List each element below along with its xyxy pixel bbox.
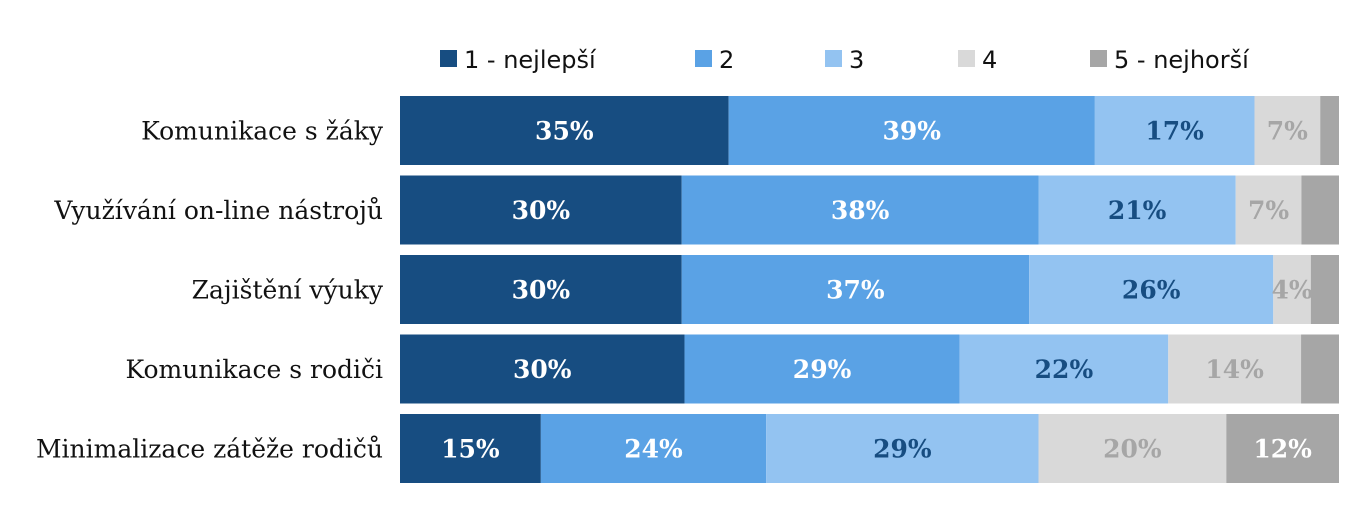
bar-segment-row5-series4: [1038, 414, 1227, 483]
bar-segment-row3-series4: [1273, 255, 1311, 324]
legend-swatch-3: [825, 50, 842, 67]
bar-segment-row3-series1: [400, 255, 682, 324]
legend-swatch-5: [1090, 50, 1107, 67]
bar-segment-row5-series3: [766, 414, 1039, 483]
bar-segment-row5-series2: [540, 414, 767, 483]
bar-segment-row4-series1: [400, 334, 685, 404]
bar-segment-row5-series1: [400, 414, 541, 483]
data-label-row5-series3: 29%: [873, 435, 932, 464]
category-label-5: Minimalizace zátěže rodičů: [36, 435, 383, 464]
bar-segment-row4-series5: [1301, 334, 1339, 404]
bar-segment-row4-series2: [684, 334, 960, 404]
category-labels: Komunikace s žáky Využívání on-line nástr…: [36, 117, 384, 464]
legend-label-1: 1 - nejlepší: [464, 46, 597, 74]
data-label-row4-series1: 30%: [513, 355, 572, 384]
bar-segment-row2-series3: [1038, 175, 1236, 245]
data-label-row2-series1: 30%: [512, 196, 571, 225]
data-label-row2-series4: 7%: [1248, 196, 1289, 225]
legend-swatch-1: [440, 50, 457, 67]
data-label-row3-series3: 26%: [1122, 276, 1181, 305]
data-label-row3-series4: 4%: [1271, 276, 1312, 305]
data-label-row4-series3: 22%: [1035, 355, 1094, 384]
bar-segment-row2-series2: [681, 175, 1039, 245]
bar-segment-row1-series2: [728, 96, 1095, 165]
bar-segment-row3-series5: [1310, 255, 1339, 324]
bar-segment-row1-series1: [400, 96, 729, 165]
bar-segment-row2-series4: [1235, 175, 1302, 245]
legend-swatch-4: [958, 50, 975, 67]
legend-label-5: 5 - nejhorší: [1114, 46, 1250, 74]
bar-segment-row5-series5: [1226, 414, 1339, 483]
data-label-row5-series2: 24%: [624, 435, 683, 464]
bar-segment-row4-series3: [959, 334, 1169, 404]
bar-segment-row2-series1: [400, 175, 682, 245]
bar-segment-row1-series5: [1320, 96, 1339, 165]
legend-label-2: 2: [719, 46, 734, 74]
bar-segment-row1-series3: [1094, 96, 1255, 165]
data-label-row2-series2: 38%: [831, 196, 890, 225]
data-label-row5-series4: 20%: [1103, 435, 1162, 464]
bar-segment-row4-series4: [1168, 334, 1302, 404]
data-label-row4-series2: 29%: [793, 355, 852, 384]
bars: 35% 39% 17% 7% 30% 38% 21% 7% 30% 37% 26% 4% 30% 29% 2…: [400, 96, 1339, 483]
data-label-row3-series1: 30%: [512, 276, 571, 305]
data-label-row4-series4: 14%: [1205, 355, 1264, 384]
data-label-row1-series1: 35%: [535, 117, 594, 146]
bar-segment-row3-series2: [681, 255, 1030, 324]
category-label-2: Využívání on-line nástrojů: [53, 196, 383, 225]
data-label-row2-series3: 21%: [1108, 196, 1167, 225]
data-label-row5-series5: 12%: [1253, 435, 1312, 464]
bar-segment-row1-series4: [1254, 96, 1321, 165]
data-label-row1-series3: 17%: [1145, 117, 1204, 146]
data-label-row5-series1: 15%: [441, 435, 500, 464]
legend: 1 - nejlepší 2 3 4 5 - nejhorší: [440, 46, 1250, 74]
data-label-row3-series2: 37%: [826, 276, 885, 305]
category-label-3: Zajištění výuky: [192, 276, 384, 305]
category-label-1: Komunikace s žáky: [141, 117, 384, 146]
legend-label-3: 3: [849, 46, 864, 74]
legend-swatch-2: [695, 50, 712, 67]
data-label-row1-series2: 39%: [882, 117, 941, 146]
category-label-4: Komunikace s rodiči: [125, 355, 383, 384]
data-label-row1-series4: 7%: [1267, 117, 1308, 146]
bar-segment-row3-series3: [1029, 255, 1274, 324]
legend-label-4: 4: [982, 46, 997, 74]
bar-segment-row2-series5: [1301, 175, 1339, 245]
